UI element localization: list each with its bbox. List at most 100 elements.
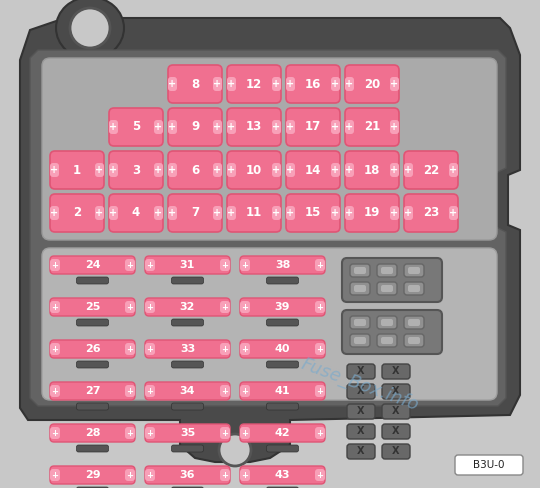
- Text: 18: 18: [364, 163, 380, 177]
- Text: +: +: [241, 303, 248, 311]
- Text: Fuse_Box.info: Fuse_Box.info: [299, 355, 421, 415]
- FancyBboxPatch shape: [42, 58, 497, 240]
- FancyBboxPatch shape: [455, 455, 523, 475]
- Text: 35: 35: [180, 428, 195, 438]
- FancyBboxPatch shape: [449, 163, 458, 177]
- FancyBboxPatch shape: [267, 445, 299, 452]
- FancyBboxPatch shape: [272, 206, 281, 220]
- FancyBboxPatch shape: [354, 337, 366, 344]
- Text: 23: 23: [423, 206, 439, 220]
- FancyBboxPatch shape: [77, 277, 109, 284]
- Text: 38: 38: [275, 260, 290, 270]
- FancyBboxPatch shape: [172, 487, 204, 488]
- FancyBboxPatch shape: [240, 340, 325, 358]
- Text: 12: 12: [246, 78, 262, 90]
- Text: 6: 6: [191, 163, 199, 177]
- FancyBboxPatch shape: [377, 316, 397, 329]
- Text: +: +: [227, 208, 235, 218]
- Text: 3: 3: [132, 163, 140, 177]
- FancyBboxPatch shape: [381, 319, 393, 326]
- FancyBboxPatch shape: [315, 385, 325, 397]
- FancyBboxPatch shape: [227, 206, 236, 220]
- Text: +: +: [110, 165, 118, 175]
- Text: +: +: [221, 386, 228, 395]
- FancyBboxPatch shape: [50, 259, 60, 271]
- Text: +: +: [146, 428, 153, 438]
- FancyBboxPatch shape: [404, 282, 424, 295]
- FancyBboxPatch shape: [345, 206, 354, 220]
- FancyBboxPatch shape: [77, 361, 109, 368]
- FancyBboxPatch shape: [286, 108, 340, 146]
- Text: +: +: [332, 79, 340, 89]
- Text: 42: 42: [275, 428, 291, 438]
- Text: +: +: [404, 165, 413, 175]
- FancyBboxPatch shape: [220, 385, 230, 397]
- Text: +: +: [51, 470, 58, 480]
- FancyBboxPatch shape: [240, 385, 250, 397]
- FancyBboxPatch shape: [354, 267, 366, 274]
- Text: +: +: [154, 165, 163, 175]
- FancyBboxPatch shape: [240, 427, 250, 439]
- Text: 29: 29: [85, 470, 100, 480]
- FancyBboxPatch shape: [272, 120, 281, 134]
- FancyBboxPatch shape: [404, 206, 413, 220]
- FancyBboxPatch shape: [213, 206, 222, 220]
- Text: +: +: [316, 470, 323, 480]
- Polygon shape: [30, 50, 506, 406]
- Polygon shape: [20, 18, 520, 462]
- Text: +: +: [227, 165, 235, 175]
- FancyBboxPatch shape: [354, 319, 366, 326]
- FancyBboxPatch shape: [347, 424, 375, 439]
- Text: +: +: [126, 428, 133, 438]
- FancyBboxPatch shape: [331, 163, 340, 177]
- Text: +: +: [221, 345, 228, 353]
- FancyBboxPatch shape: [50, 340, 135, 358]
- FancyBboxPatch shape: [172, 403, 204, 410]
- Text: +: +: [126, 261, 133, 269]
- Text: +: +: [146, 470, 153, 480]
- FancyBboxPatch shape: [377, 264, 397, 277]
- FancyBboxPatch shape: [347, 364, 375, 379]
- FancyBboxPatch shape: [267, 403, 299, 410]
- Text: +: +: [213, 79, 221, 89]
- Text: +: +: [227, 122, 235, 132]
- Text: +: +: [241, 261, 248, 269]
- Text: 32: 32: [180, 302, 195, 312]
- Text: +: +: [286, 208, 294, 218]
- FancyBboxPatch shape: [50, 427, 60, 439]
- FancyBboxPatch shape: [172, 277, 204, 284]
- Text: +: +: [168, 208, 177, 218]
- Text: +: +: [241, 470, 248, 480]
- FancyBboxPatch shape: [377, 282, 397, 295]
- FancyBboxPatch shape: [77, 487, 109, 488]
- Text: +: +: [221, 261, 228, 269]
- Text: 15: 15: [305, 206, 321, 220]
- Text: 10: 10: [246, 163, 262, 177]
- Text: +: +: [227, 79, 235, 89]
- Text: 40: 40: [275, 344, 291, 354]
- Text: X: X: [357, 366, 364, 377]
- FancyBboxPatch shape: [381, 267, 393, 274]
- FancyBboxPatch shape: [404, 151, 458, 189]
- FancyBboxPatch shape: [240, 343, 250, 355]
- FancyBboxPatch shape: [404, 163, 413, 177]
- FancyBboxPatch shape: [172, 361, 204, 368]
- FancyBboxPatch shape: [382, 404, 410, 419]
- FancyBboxPatch shape: [50, 194, 104, 232]
- FancyBboxPatch shape: [408, 337, 420, 344]
- Text: 5: 5: [132, 121, 140, 134]
- Text: +: +: [146, 345, 153, 353]
- FancyBboxPatch shape: [50, 385, 60, 397]
- FancyBboxPatch shape: [449, 206, 458, 220]
- FancyBboxPatch shape: [342, 310, 442, 354]
- Text: 33: 33: [180, 344, 195, 354]
- FancyBboxPatch shape: [377, 334, 397, 347]
- FancyBboxPatch shape: [168, 206, 177, 220]
- FancyBboxPatch shape: [390, 163, 399, 177]
- FancyBboxPatch shape: [408, 319, 420, 326]
- FancyBboxPatch shape: [347, 384, 375, 399]
- Text: +: +: [332, 122, 340, 132]
- Text: +: +: [96, 208, 104, 218]
- FancyBboxPatch shape: [404, 194, 458, 232]
- Text: +: +: [168, 79, 177, 89]
